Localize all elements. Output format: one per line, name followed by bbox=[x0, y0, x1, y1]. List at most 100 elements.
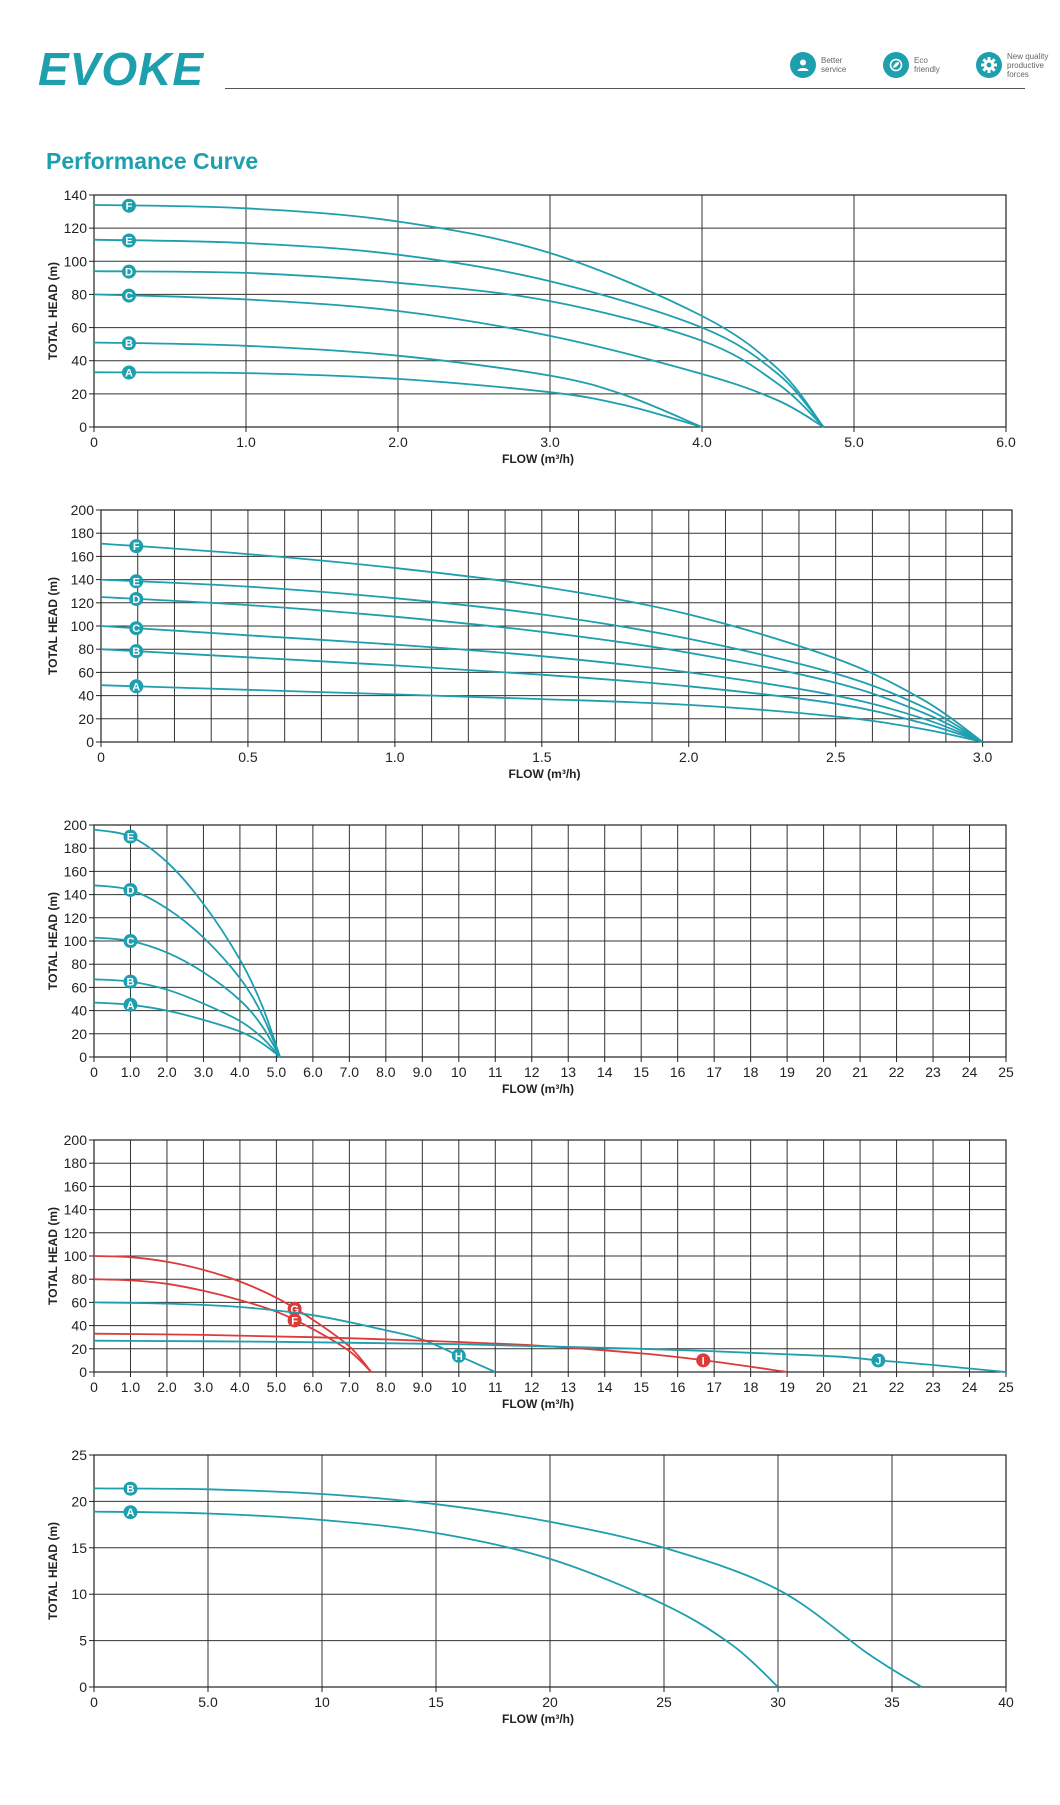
x-axis-label: FLOW (m³/h) bbox=[502, 1082, 574, 1096]
x-tick-label: 14 bbox=[597, 1064, 613, 1080]
x-tick-label: 6.0 bbox=[996, 434, 1016, 450]
series-label-i: I bbox=[702, 1355, 705, 1367]
series-label-a: A bbox=[127, 1507, 135, 1519]
x-tick-label: 25 bbox=[998, 1379, 1014, 1395]
x-tick-label: 9.0 bbox=[413, 1064, 433, 1080]
y-tick-label: 0 bbox=[86, 734, 94, 750]
y-tick-label: 60 bbox=[71, 1294, 87, 1310]
series-label-d: D bbox=[125, 267, 133, 279]
x-tick-label: 25 bbox=[998, 1064, 1014, 1080]
x-tick-label: 35 bbox=[884, 1694, 900, 1710]
y-tick-label: 80 bbox=[78, 641, 94, 657]
series-marker-i bbox=[696, 1353, 711, 1368]
x-tick-label: 9.0 bbox=[413, 1379, 433, 1395]
x-tick-label: 1.0 bbox=[385, 749, 405, 765]
y-tick-label: 120 bbox=[64, 220, 88, 236]
badge-label-line: Eco bbox=[914, 56, 928, 65]
x-tick-label: 23 bbox=[925, 1064, 941, 1080]
series-line-a bbox=[93, 1510, 779, 1688]
series-marker-e bbox=[129, 574, 144, 589]
y-tick-label: 10 bbox=[71, 1586, 87, 1602]
x-tick-label: 22 bbox=[889, 1379, 905, 1395]
series-label-a: A bbox=[125, 368, 133, 380]
x-tick-label: 24 bbox=[962, 1379, 978, 1395]
x-tick-label: 5.0 bbox=[198, 1694, 218, 1710]
x-tick-label: 17 bbox=[706, 1379, 722, 1395]
x-tick-label: 13 bbox=[560, 1379, 576, 1395]
y-tick-label: 160 bbox=[71, 548, 95, 564]
x-tick-label: 2.0 bbox=[157, 1379, 177, 1395]
y-tick-label: 40 bbox=[71, 1003, 87, 1019]
series-line-e bbox=[93, 238, 825, 428]
x-tick-label: 15 bbox=[428, 1694, 444, 1710]
x-tick-label: 21 bbox=[852, 1064, 868, 1080]
x-tick-label: 14 bbox=[597, 1379, 613, 1395]
x-tick-label: 23 bbox=[925, 1379, 941, 1395]
y-tick-label: 20 bbox=[78, 711, 94, 727]
x-tick-label: 2.5 bbox=[826, 749, 846, 765]
series-line-a bbox=[93, 371, 703, 428]
y-tick-label: 180 bbox=[71, 525, 95, 541]
x-axis-label: FLOW (m³/h) bbox=[502, 1712, 574, 1726]
series-marker-a bbox=[129, 679, 144, 694]
x-tick-label: 10 bbox=[451, 1379, 467, 1395]
x-tick-label: 20 bbox=[816, 1379, 832, 1395]
series-label-f: F bbox=[291, 1315, 298, 1327]
page-title: Performance Curve bbox=[46, 148, 259, 174]
y-tick-label: 20 bbox=[71, 1493, 87, 1509]
y-tick-label: 140 bbox=[64, 1202, 88, 1218]
series-label-e: E bbox=[125, 236, 132, 248]
series-line-b bbox=[93, 978, 281, 1058]
x-tick-label: 18 bbox=[743, 1064, 759, 1080]
x-tick-label: 8.0 bbox=[376, 1064, 396, 1080]
badge-label-line: forces bbox=[1007, 69, 1029, 79]
series-marker-d bbox=[121, 264, 136, 279]
y-tick-label: 80 bbox=[71, 286, 87, 302]
x-tick-label: 6.0 bbox=[303, 1064, 323, 1080]
evoke-logo: EVOKE bbox=[38, 43, 205, 95]
page-header: EVOKE Better service Eco friendly bbox=[0, 0, 1060, 120]
y-axis-label: TOTAL HEAD (m) bbox=[46, 892, 60, 990]
y-tick-label: 120 bbox=[64, 1225, 88, 1241]
series-marker-e bbox=[121, 233, 136, 248]
y-tick-label: 40 bbox=[71, 1318, 87, 1334]
x-tick-label: 15 bbox=[633, 1064, 649, 1080]
y-tick-label: 60 bbox=[78, 664, 94, 680]
series-label-g: G bbox=[290, 1304, 299, 1316]
series-label-a: A bbox=[132, 681, 140, 693]
y-tick-label: 20 bbox=[71, 1341, 87, 1357]
x-tick-label: 12 bbox=[524, 1379, 540, 1395]
series-label-b: B bbox=[127, 977, 135, 989]
x-tick-label: 19 bbox=[779, 1064, 795, 1080]
performance-chart-5: 0 5 10 15 20 25 0 5.0 10 15 20 25 30 35 40 FLOW (m³/h) T… bbox=[46, 1447, 1014, 1726]
x-tick-label: 30 bbox=[770, 1694, 786, 1710]
x-axis-label: FLOW (m³/h) bbox=[509, 767, 581, 781]
series-marker-d bbox=[123, 882, 138, 897]
series-line-b bbox=[93, 1487, 923, 1688]
x-tick-label: 0 bbox=[90, 1064, 98, 1080]
series-marker-a bbox=[123, 997, 138, 1012]
x-tick-label: 0 bbox=[90, 1694, 98, 1710]
x-tick-label: 7.0 bbox=[340, 1064, 360, 1080]
badge-label-line: Better bbox=[821, 56, 843, 65]
series-marker-f bbox=[129, 539, 144, 554]
performance-chart-1: 0 20 40 60 80 100 120 140 0 1.0 2.0 3.0 4.0 5.0 6.0 FLO… bbox=[46, 187, 1016, 466]
badge-label-line: productive bbox=[1007, 60, 1044, 70]
x-tick-label: 3.0 bbox=[194, 1064, 214, 1080]
y-tick-label: 0 bbox=[79, 1679, 87, 1695]
x-tick-label: 0 bbox=[90, 1379, 98, 1395]
y-axis-label: TOTAL HEAD (m) bbox=[46, 262, 60, 360]
x-tick-label: 6.0 bbox=[303, 1379, 323, 1395]
series-line-d bbox=[100, 596, 983, 743]
x-tick-label: 17 bbox=[706, 1064, 722, 1080]
series-label-c: C bbox=[127, 936, 135, 948]
series-label-c: C bbox=[132, 623, 140, 635]
x-axis-label: FLOW (m³/h) bbox=[502, 1397, 574, 1411]
series-marker-a bbox=[121, 365, 136, 380]
series-marker-b bbox=[121, 336, 136, 351]
series-label-c: C bbox=[125, 291, 133, 303]
series-line-d bbox=[93, 270, 825, 428]
y-tick-label: 100 bbox=[64, 1248, 88, 1264]
badge-label: New quality productive forces bbox=[1007, 52, 1051, 79]
x-tick-label: 2.0 bbox=[388, 434, 408, 450]
